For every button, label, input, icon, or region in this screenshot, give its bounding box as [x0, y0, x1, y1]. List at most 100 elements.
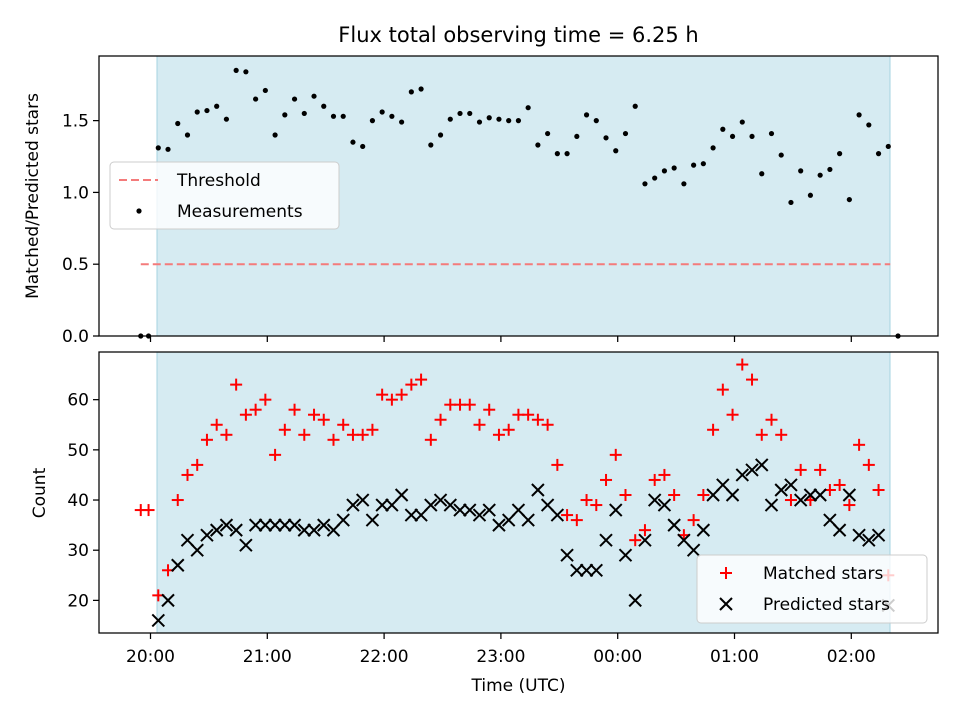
predicted-stars-point	[832, 523, 847, 537]
matched-stars-point	[200, 433, 213, 446]
matched-stars-point	[794, 463, 807, 476]
predicted-stars-point	[638, 533, 652, 547]
matched-stars-point	[775, 428, 788, 441]
measurement-point	[807, 192, 814, 198]
top-ytick-label: 0.0	[62, 327, 89, 347]
measurement-point	[437, 132, 444, 138]
matched-stars-point	[337, 418, 350, 431]
matched-stars-point	[697, 489, 710, 502]
matched-stars-point	[561, 509, 574, 522]
matched-stars-point	[551, 458, 564, 471]
bottom-ytick-label: 50	[67, 441, 89, 461]
measurement-point	[428, 142, 434, 148]
measurement-point	[467, 110, 473, 117]
predicted-stars-point	[209, 523, 224, 537]
measurement-point	[603, 135, 609, 141]
predicted-stars-point	[375, 498, 389, 512]
predicted-stars-point	[803, 488, 818, 502]
measurement-point	[778, 152, 784, 158]
measurement-point	[525, 105, 531, 111]
matched-stars-point	[541, 418, 554, 431]
predicted-stars-point	[657, 498, 672, 512]
top-ytick-label: 1.5	[62, 112, 89, 132]
predicted-stars-point	[589, 563, 603, 577]
matched-stars-point	[434, 413, 447, 426]
predicted-stars-point	[755, 458, 769, 472]
measurement-point	[632, 103, 638, 109]
matched-stars-point	[648, 473, 661, 486]
legend-measurements-label: Measurements	[177, 202, 303, 222]
predicted-stars-point	[550, 508, 565, 522]
predicted-stars-point	[258, 518, 273, 532]
matched-stars-point	[726, 408, 739, 421]
measurement-point	[817, 172, 823, 178]
matched-stars-point	[502, 423, 515, 436]
matched-stars-point	[784, 494, 797, 507]
predicted-stars-point	[745, 463, 759, 477]
legend-measurements-marker	[136, 208, 142, 214]
matched-stars-point	[843, 499, 856, 512]
predicted-stars-point	[336, 513, 350, 527]
matched-stars-point	[716, 383, 729, 396]
measurement-point	[184, 132, 191, 138]
measurement-point	[875, 151, 882, 157]
matched-stars-point	[483, 403, 496, 416]
matched-stars-point	[376, 388, 389, 401]
measurement-point	[291, 96, 298, 102]
measurement-point	[155, 145, 161, 151]
matched-stars-point	[415, 373, 428, 386]
predicted-stars-point	[355, 493, 370, 507]
predicted-stars-point	[609, 503, 623, 517]
bottom-y-ticks: 20 30 40 50 60	[67, 391, 99, 611]
legend-predicted-label: Predicted stars	[763, 595, 890, 615]
matched-stars-point	[570, 514, 583, 527]
top-legend: Threshold Measurements	[109, 161, 340, 230]
measurement-point	[866, 122, 872, 128]
predicted-stars-point	[278, 518, 292, 532]
xtick-label: 01:00	[710, 647, 759, 667]
measurement-point	[223, 116, 230, 122]
predicted-stars-point	[151, 613, 165, 628]
measurement-point	[613, 148, 619, 154]
predicted-stars-point	[268, 518, 282, 532]
legend-matched-label: Matched stars	[763, 564, 883, 584]
measurement-point	[729, 133, 736, 140]
bottom-axes-frame	[98, 351, 939, 634]
matched-stars-point	[687, 514, 700, 527]
measurement-point	[691, 162, 697, 168]
matched-stars-point	[531, 413, 544, 426]
top-x-ticks	[149, 336, 852, 342]
predicted-stars-point	[463, 503, 477, 517]
predicted-stars-point	[443, 498, 457, 512]
matched-stars-point	[629, 534, 642, 547]
predicted-stars-point	[239, 538, 253, 552]
predicted-stars-point	[862, 533, 876, 547]
measurement-point	[652, 175, 658, 181]
bottom-legend-box	[696, 554, 928, 624]
predicted-stars-point	[570, 563, 584, 577]
measurement-point	[768, 130, 775, 137]
matched-stars-point	[298, 428, 311, 441]
predicted-stars-point	[190, 543, 204, 557]
matched-stars-point	[269, 448, 282, 461]
measurement-point	[593, 118, 599, 124]
bottom-marks	[134, 358, 895, 628]
matched-stars-point	[171, 494, 184, 507]
measurement-point	[515, 118, 522, 124]
predicted-stars-point	[774, 483, 788, 497]
bottom-ytick-label: 60	[67, 391, 89, 411]
measurement-point	[700, 161, 706, 167]
measurement-point	[253, 96, 259, 102]
measurement-point	[496, 116, 502, 122]
measurement-point	[408, 89, 414, 95]
predicted-stars-point	[161, 593, 175, 608]
matched-stars-point	[862, 458, 875, 471]
matched-stars-point	[833, 478, 846, 491]
predicted-stars-point	[297, 523, 311, 537]
measurement-point	[321, 103, 327, 109]
predicted-stars-point	[735, 468, 749, 482]
predicted-stars-point	[394, 488, 409, 502]
matched-stars-point	[600, 473, 613, 486]
measurement-point	[545, 130, 551, 137]
